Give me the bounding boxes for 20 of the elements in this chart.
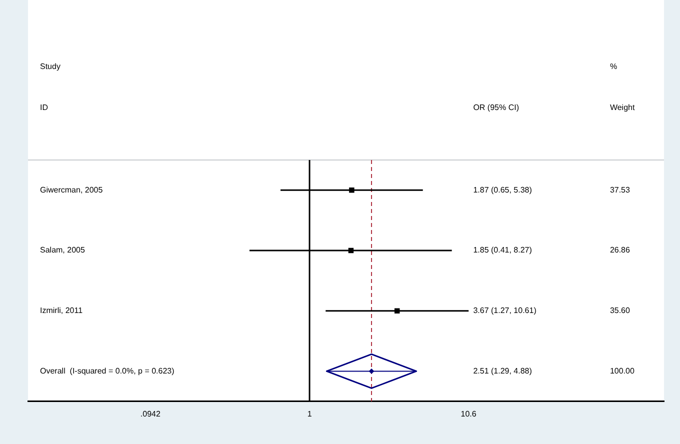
text: ID bbox=[40, 103, 48, 112]
y-tick-label: Giwercman, 2005 bbox=[40, 185, 104, 194]
y-tick-label: Salam, 2005 bbox=[40, 246, 86, 255]
annotation: 1.87 (0.65, 5.38) bbox=[473, 185, 532, 194]
text: Weight bbox=[610, 103, 636, 112]
annotation: 1.85 (0.41, 8.27) bbox=[473, 246, 532, 255]
x-tick-label: 1 bbox=[307, 409, 312, 418]
y-tick-label: Overall (I-squared = 0.0%, p = 0.623) bbox=[40, 366, 175, 376]
text: OR (95% CI) bbox=[473, 103, 520, 112]
text: % bbox=[610, 62, 618, 72]
y-tick-label: Izmirli, 2011 bbox=[40, 306, 84, 316]
annotation: 3.67 (1.27, 10.61) bbox=[473, 306, 537, 316]
text: Study bbox=[40, 62, 60, 72]
annotation: 2.51 (1.29, 4.88) bbox=[473, 366, 532, 376]
annotation: 35.60 bbox=[610, 306, 631, 316]
x-tick-label: .0942 bbox=[140, 409, 161, 418]
annotation: 26.86 bbox=[610, 246, 631, 255]
annotation: 100.00 bbox=[610, 366, 635, 376]
annotation: 37.53 bbox=[610, 185, 631, 194]
x-tick-label: 10.6 bbox=[460, 409, 477, 418]
